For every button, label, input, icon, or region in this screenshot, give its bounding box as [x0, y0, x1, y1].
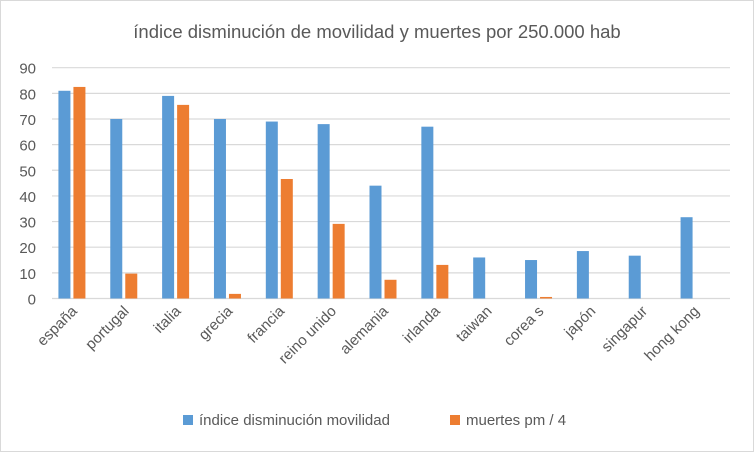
y-tick-label: 60 — [19, 138, 36, 155]
x-tick-label: francia — [244, 302, 288, 346]
x-tick-label: alemania — [337, 302, 393, 358]
bar-movilidad — [628, 255, 641, 299]
bar-movilidad — [525, 260, 538, 299]
x-tick-label: irlanda — [400, 302, 444, 346]
bar-muertes — [384, 279, 397, 299]
bar-movilidad — [576, 251, 589, 299]
bar-muertes — [228, 293, 241, 299]
bar-movilidad — [162, 95, 175, 299]
x-tick-label: españa — [34, 302, 81, 349]
bar-muertes — [177, 104, 190, 299]
bar-muertes — [540, 296, 553, 299]
bar-movilidad — [213, 118, 226, 299]
bar-muertes — [280, 178, 293, 299]
y-tick-label: 70 — [19, 112, 36, 129]
chart-title: índice disminución de movilidad y muerte… — [133, 21, 620, 42]
bar-muertes — [73, 86, 86, 299]
y-tick-label: 80 — [19, 86, 36, 103]
bar-muertes — [436, 264, 449, 299]
legend-label-movilidad: índice disminución movilidad — [199, 412, 390, 429]
legend-swatch-movilidad — [183, 415, 193, 425]
legend-swatch-muertes — [450, 415, 460, 425]
y-tick-label: 90 — [19, 61, 36, 78]
y-tick-label: 30 — [19, 215, 36, 232]
x-tick-label: hong kong — [641, 303, 703, 365]
x-tick-label: corea s — [501, 303, 548, 350]
x-tick-label: japón — [561, 303, 600, 342]
y-tick-label: 0 — [28, 292, 36, 309]
y-tick-label: 10 — [19, 266, 36, 283]
x-tick-label: singapur — [598, 303, 651, 356]
legend-label-muertes: muertes pm / 4 — [466, 412, 566, 429]
bar-movilidad — [473, 257, 486, 299]
y-tick-label: 20 — [19, 240, 36, 257]
bar-muertes — [125, 273, 138, 299]
bar-muertes — [332, 223, 345, 299]
x-tick-label: italia — [151, 302, 185, 336]
y-tick-label: 50 — [19, 163, 36, 180]
bar-movilidad — [110, 118, 123, 299]
bar-movilidad — [421, 126, 434, 299]
y-tick-label: 40 — [19, 189, 36, 206]
x-tick-label: portugal — [82, 303, 132, 353]
bar-movilidad — [369, 185, 382, 299]
bar-movilidad — [680, 217, 693, 299]
x-tick-label: taiwan — [453, 303, 496, 346]
bar-movilidad — [265, 121, 278, 299]
bar-movilidad — [317, 124, 330, 299]
bar-movilidad — [58, 90, 71, 299]
x-tick-label: grecia — [195, 302, 236, 343]
